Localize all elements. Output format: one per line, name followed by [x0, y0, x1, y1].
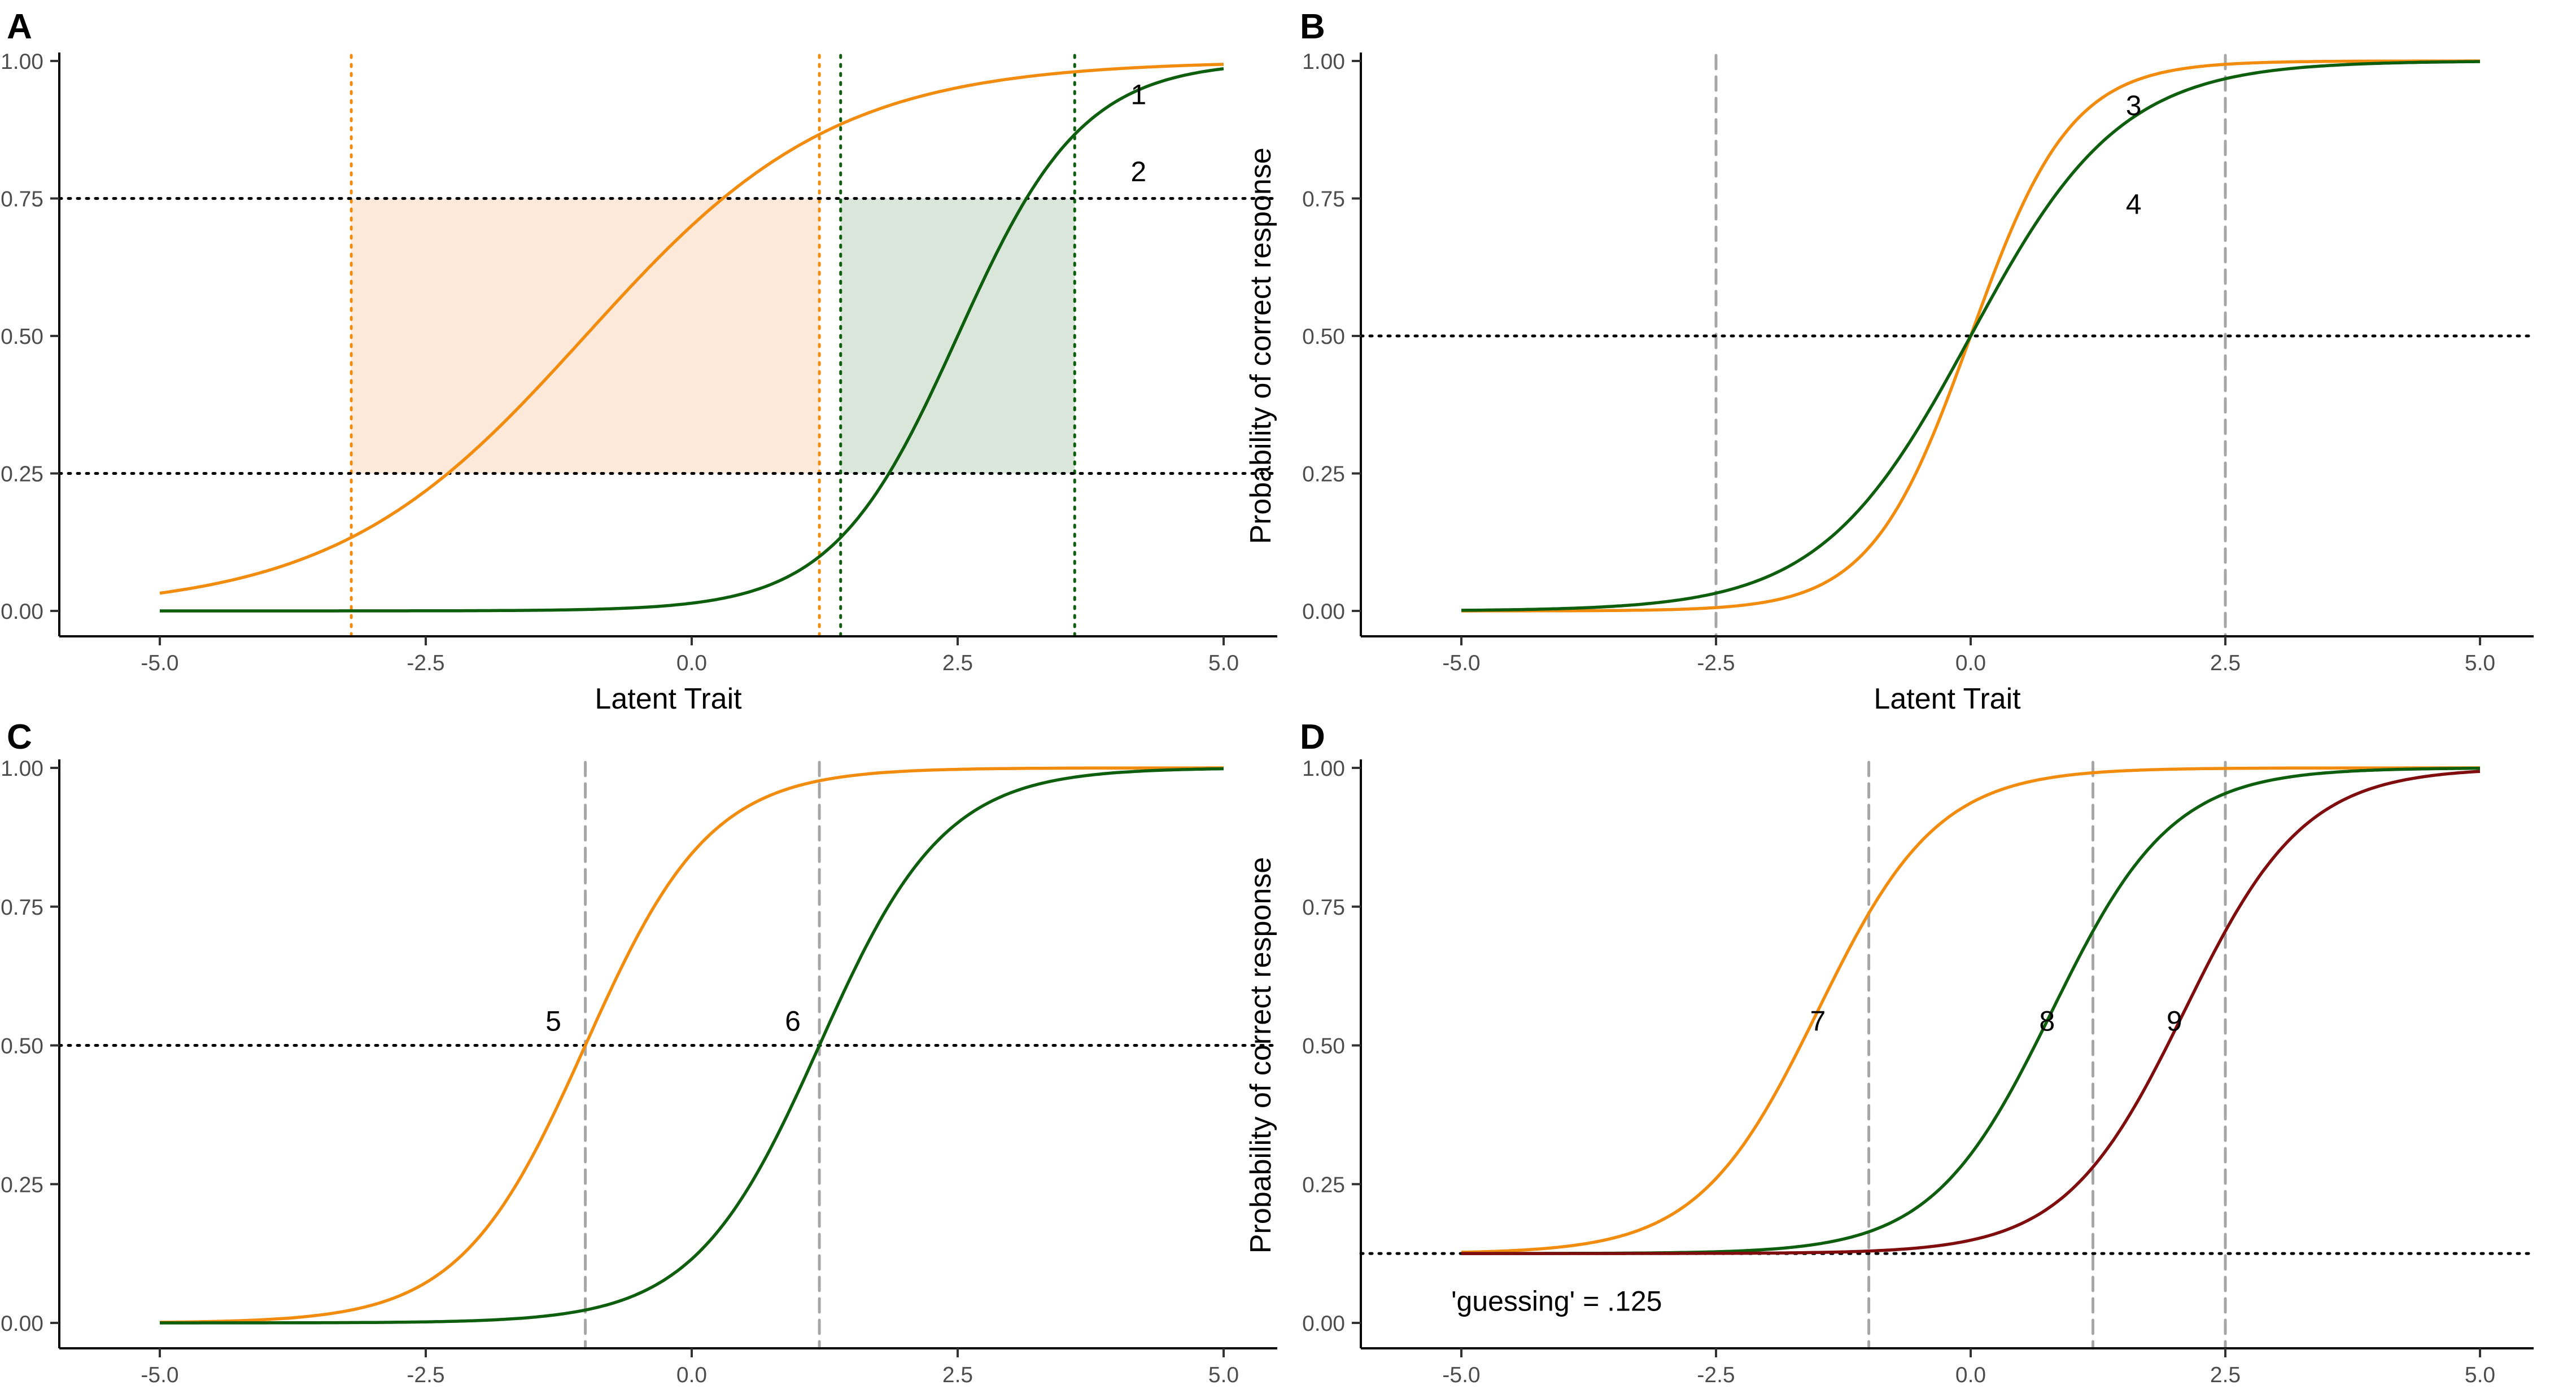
series-line-7: [1461, 766, 2480, 1254]
panel-letter: B: [1300, 7, 1325, 46]
series-line-6: [160, 767, 1224, 1325]
panel-letter: D: [1300, 718, 1325, 757]
y-tick-label: 0.25: [1302, 462, 1345, 487]
x-axis-title: Latent Trait: [1874, 683, 2021, 715]
x-tick-label: -5.0: [141, 651, 178, 675]
curve-label-8: 8: [2039, 1005, 2055, 1037]
curve-label-2: 2: [1130, 156, 1146, 187]
y-tick-label: 0.50: [1, 1034, 43, 1059]
y-tick-label: 1.00: [1, 50, 43, 74]
x-tick-label: 5.0: [2465, 651, 2495, 675]
y-tick-label: 0.00: [1, 600, 43, 624]
y-tick-label: 0.25: [1, 1173, 43, 1197]
series-line-2: [160, 67, 1224, 613]
curve-label-6: 6: [785, 1005, 801, 1037]
series-line-5: [159, 766, 1224, 1324]
x-tick-label: 0.0: [676, 1363, 707, 1387]
panel-a: 0.00 0.25 0.50 0.75 1.00 -5.0 -2.5 0.0 2.5 5.0 Lat…: [1, 7, 1279, 715]
panel-c: 0.00 0.25 0.50 0.75 1.00 -5.0 -2.5 0.0 2.5 5.0 Lat…: [1, 718, 1279, 1398]
x-tick-label: -2.5: [1697, 651, 1735, 675]
curve-label-1: 1: [1130, 78, 1146, 110]
curve-label-9: 9: [2167, 1005, 2182, 1037]
y-tick-label: 1.00: [1302, 757, 1345, 781]
panel-letter: A: [7, 7, 32, 46]
x-tick-label: -2.5: [407, 651, 444, 675]
x-tick-label: 0.0: [676, 651, 707, 675]
panel-b: 0.00 0.25 0.50 0.75 1.00 -5.0 -2.5 0.0 2.5 5.0 Lat…: [1245, 7, 2535, 715]
x-tick-label: -5.0: [1442, 651, 1480, 675]
x-tick-label: 0.0: [1955, 1363, 1986, 1387]
y-tick-label: 1.00: [1, 757, 43, 781]
x-tick-label: 5.0: [2465, 1363, 2495, 1387]
y-tick-label: 0.50: [1302, 325, 1345, 349]
series-line-8: [1461, 766, 2480, 1255]
x-axis-title: Latent Trait: [1874, 1395, 2021, 1398]
x-tick-label: -2.5: [407, 1363, 444, 1387]
x-axis-title: Latent Trait: [595, 1395, 742, 1398]
x-tick-label: 5.0: [1208, 651, 1239, 675]
curve-label-7: 7: [1810, 1005, 1826, 1037]
y-tick-label: 0.75: [1302, 187, 1345, 212]
x-tick-label: -5.0: [1442, 1363, 1480, 1387]
y-tick-label: 0.75: [1, 187, 43, 212]
x-tick-label: 2.5: [2210, 1363, 2241, 1387]
panel-d: 0.00 0.25 0.50 0.75 1.00 -5.0 -2.5 0.0 2.5 5.0 Lat…: [1245, 718, 2535, 1398]
y-tick-label: 0.25: [1302, 1173, 1345, 1197]
series-line-9: [1461, 770, 2481, 1255]
y-tick-label: 0.00: [1302, 1312, 1345, 1336]
y-axis-title: Probability of correct response: [1245, 857, 1277, 1253]
x-tick-label: 0.0: [1955, 651, 1986, 675]
panel-letter: C: [7, 718, 32, 757]
x-tick-label: -5.0: [141, 1363, 178, 1387]
curve-label-5: 5: [545, 1005, 561, 1037]
y-tick-label: 0.50: [1302, 1034, 1345, 1059]
x-tick-label: 2.5: [942, 651, 973, 675]
y-tick-label: 0.00: [1, 1312, 43, 1336]
curve-label-4: 4: [2126, 189, 2142, 220]
y-tick-label: 0.00: [1302, 600, 1345, 624]
x-tick-label: 5.0: [1208, 1363, 1239, 1387]
y-tick-label: 0.50: [1, 325, 43, 349]
curve-label-3: 3: [2126, 90, 2142, 121]
y-tick-label: 0.75: [1302, 895, 1345, 920]
y-tick-label: 1.00: [1302, 50, 1345, 74]
x-tick-label: 2.5: [942, 1363, 973, 1387]
series-line-1: [159, 63, 1224, 595]
y-axis-title: Probability of correct response: [1245, 147, 1277, 544]
y-tick-label: 0.75: [1, 895, 43, 920]
x-axis-title: Latent Trait: [595, 683, 742, 715]
x-tick-label: -2.5: [1697, 1363, 1735, 1387]
x-tick-label: 2.5: [2210, 651, 2241, 675]
guessing-label: 'guessing' = .125: [1451, 1286, 1662, 1317]
series-line-4: [1461, 60, 2480, 612]
y-tick-label: 0.25: [1, 462, 43, 487]
